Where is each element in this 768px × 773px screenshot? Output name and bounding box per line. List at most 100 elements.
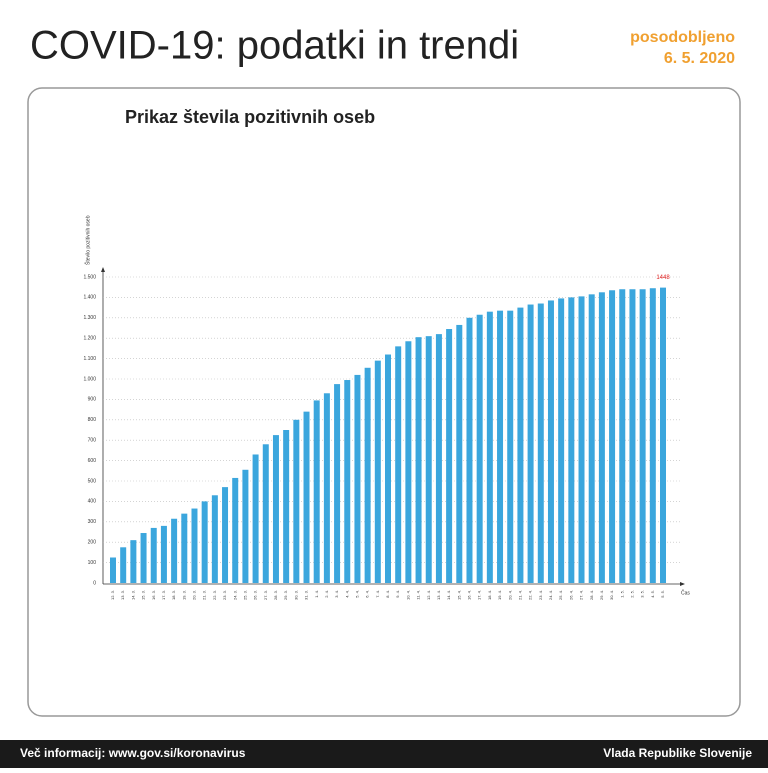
bar xyxy=(374,360,381,583)
bar xyxy=(456,324,463,583)
y-tick-label: 1.100 xyxy=(83,356,96,362)
x-tick-label: 23. 3. xyxy=(222,590,227,600)
bar xyxy=(160,525,167,583)
x-tick-label: 2. 4. xyxy=(324,590,329,598)
y-tick-label: 500 xyxy=(88,478,97,484)
bar xyxy=(130,540,137,583)
y-tick-label: 0 xyxy=(93,580,96,586)
bar xyxy=(120,547,127,583)
bar xyxy=(354,374,361,583)
bar xyxy=(486,311,493,583)
x-tick-label: 4. 5. xyxy=(650,590,655,598)
bar xyxy=(446,329,453,583)
x-tick-label: 27. 4. xyxy=(579,590,584,600)
x-tick-label: 11. 4. xyxy=(416,590,421,600)
bar xyxy=(283,430,290,583)
x-tick-label: 23. 4. xyxy=(538,590,543,600)
x-tick-label: 3. 4. xyxy=(334,590,339,598)
y-tick-label: 200 xyxy=(88,540,97,546)
x-tick-label: 20. 4. xyxy=(507,590,512,600)
x-tick-label: 22. 3. xyxy=(212,590,217,600)
bar xyxy=(547,300,554,583)
y-tick-label: 1.500 xyxy=(83,274,96,280)
x-tick-label: 16. 4. xyxy=(467,590,472,600)
x-tick-label: 20. 3. xyxy=(192,590,197,600)
footer xyxy=(0,740,768,768)
bar xyxy=(568,297,575,583)
bar xyxy=(629,289,636,583)
x-tick-label: 9. 4. xyxy=(395,590,400,598)
x-tick-label: 12. 4. xyxy=(426,590,431,600)
bar xyxy=(110,557,116,583)
bar xyxy=(262,444,269,583)
bar xyxy=(191,508,198,583)
y-arrow xyxy=(101,267,105,272)
x-tick-label: 1. 5. xyxy=(619,590,624,598)
x-tick-label: 25. 4. xyxy=(558,590,563,600)
x-tick-label: 29. 3. xyxy=(283,590,288,600)
x-tick-label: 18. 4. xyxy=(487,590,492,600)
x-tick-label: 28. 4. xyxy=(589,590,594,600)
bar xyxy=(252,454,259,583)
x-axis-label: Čas xyxy=(681,589,690,596)
x-tick-label: 29. 4. xyxy=(599,590,604,600)
x-tick-label: 5. 4. xyxy=(355,590,360,598)
plot: 0 100 200 300 400 500 600 700 800 900 1.000 1.100 1.… xyxy=(83,274,680,600)
y-tick-label: 700 xyxy=(88,438,97,444)
x-tick-label: 3. 5. xyxy=(640,590,645,598)
x-arrow xyxy=(680,582,685,586)
x-tick-label: 19. 4. xyxy=(497,590,502,600)
bar xyxy=(181,513,188,583)
bar xyxy=(211,495,218,583)
bar xyxy=(537,303,544,583)
x-tick-label: 12. 3. xyxy=(110,590,115,600)
bar xyxy=(507,310,514,583)
bar xyxy=(364,367,371,583)
x-tick-label: 4. 4. xyxy=(344,590,349,598)
bar xyxy=(415,337,422,583)
x-tick-label: 16. 3. xyxy=(151,590,156,600)
y-tick-label: 300 xyxy=(88,519,97,525)
bar xyxy=(497,310,504,583)
y-tick-label: 100 xyxy=(88,560,97,566)
x-tick-label: 13. 3. xyxy=(120,590,125,600)
updated-label: posodobljeno xyxy=(630,29,735,46)
y-tick-label: 400 xyxy=(88,499,97,505)
bar xyxy=(598,292,605,583)
x-tick-label: 14. 3. xyxy=(130,590,135,600)
bar xyxy=(313,400,320,583)
x-tick-label: 24. 4. xyxy=(548,590,553,600)
bar xyxy=(303,411,310,583)
footer-left: Več informacij: www.gov.si/koronavirus xyxy=(20,746,246,760)
bar xyxy=(323,393,330,583)
y-tick-label: 1.200 xyxy=(83,336,96,342)
bar xyxy=(609,290,616,583)
y-tick-label: 1.000 xyxy=(83,376,96,382)
bar xyxy=(150,527,157,583)
y-axis-label: Število pozitivnih oseb xyxy=(84,215,91,265)
bar xyxy=(619,289,626,583)
bar xyxy=(527,304,534,583)
x-tick-label: 19. 3. xyxy=(181,590,186,600)
y-tick-label: 600 xyxy=(88,458,97,464)
x-tick-label: 24. 3. xyxy=(232,590,237,600)
bar xyxy=(140,533,147,583)
bar xyxy=(293,419,300,583)
bar xyxy=(385,354,391,583)
bar xyxy=(517,307,524,583)
y-tick-label: 800 xyxy=(88,417,97,423)
bar xyxy=(405,341,412,583)
x-tick-label: 15. 3. xyxy=(141,590,146,600)
x-tick-label: 17. 3. xyxy=(161,590,166,600)
y-tick-label: 900 xyxy=(88,397,97,403)
x-tick-label: 1. 4. xyxy=(314,590,319,598)
bar xyxy=(425,336,432,583)
data-label: 1448 xyxy=(656,275,670,281)
bar xyxy=(222,487,229,583)
x-tick-label: 17. 4. xyxy=(477,590,482,600)
x-tick-label: 13. 4. xyxy=(436,590,441,600)
bar xyxy=(344,380,351,583)
bar xyxy=(588,294,595,583)
x-tick-label: 26. 3. xyxy=(253,590,258,600)
